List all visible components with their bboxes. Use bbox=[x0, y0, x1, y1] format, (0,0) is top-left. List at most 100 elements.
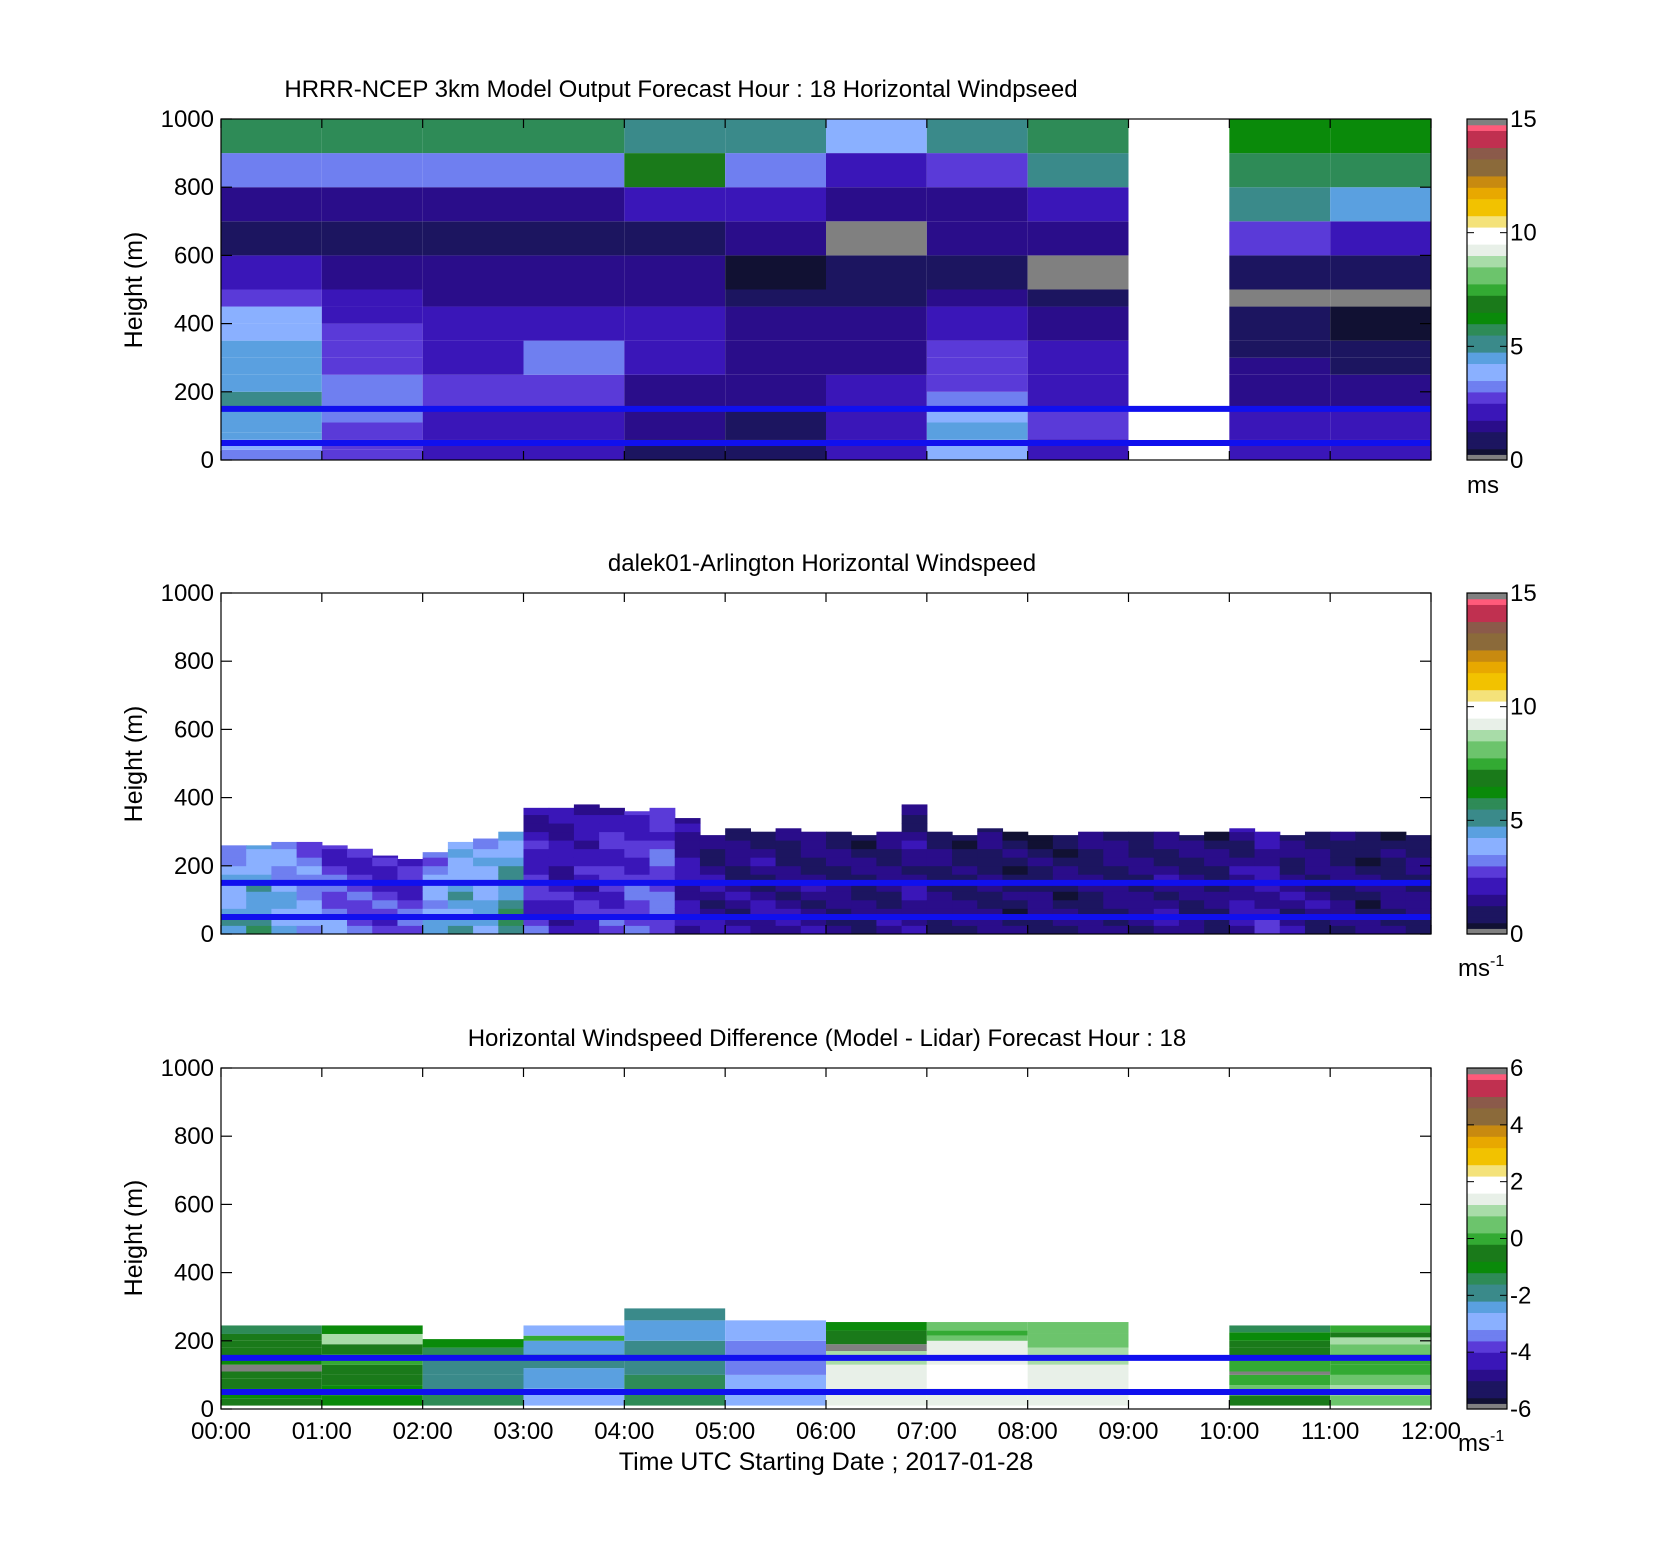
colorbar-swatch bbox=[1467, 1119, 1507, 1126]
heat-cell bbox=[826, 340, 927, 375]
colorbar-swatch bbox=[1467, 661, 1507, 668]
panel-difference: Horizontal Windspeed Difference (Model -… bbox=[120, 1025, 1531, 1476]
heat-cell bbox=[1078, 840, 1104, 850]
colorbar-swatch bbox=[1467, 130, 1507, 137]
heat-cell bbox=[1330, 1374, 1431, 1386]
colorbar-swatch bbox=[1467, 1323, 1507, 1331]
heat-cell bbox=[725, 187, 826, 222]
heat-cell bbox=[1153, 908, 1180, 918]
heat-cell bbox=[1304, 857, 1331, 867]
heat-cell bbox=[826, 1330, 927, 1345]
heat-cell bbox=[926, 153, 1028, 188]
heat-cell bbox=[271, 891, 298, 901]
heat-cell bbox=[1279, 865, 1306, 875]
heat-cell bbox=[599, 823, 625, 833]
heat-cell bbox=[246, 845, 273, 850]
y-tick-label: 800 bbox=[174, 648, 214, 675]
heat-cell bbox=[1380, 891, 1407, 901]
heat-cell bbox=[246, 857, 273, 867]
heat-cell bbox=[826, 899, 852, 909]
heat-cell bbox=[397, 908, 424, 918]
heat-cell bbox=[1002, 925, 1029, 935]
heat-cell bbox=[624, 408, 726, 440]
y-tick-label: 0 bbox=[201, 447, 214, 474]
heat-cell bbox=[221, 408, 322, 423]
colorbar-swatch bbox=[1467, 215, 1507, 222]
heat-cell bbox=[1204, 891, 1230, 901]
heat-cell bbox=[1304, 840, 1331, 850]
heat-cell bbox=[523, 119, 625, 154]
heat-cell bbox=[624, 221, 726, 256]
heat-cell bbox=[800, 848, 827, 858]
heat-cell bbox=[372, 855, 399, 858]
heat-cell bbox=[826, 1344, 927, 1352]
colorbar-swatch bbox=[1467, 627, 1507, 634]
panel-3-ticks: 00:00 01:00 02:00 03:00 04:00 05:00 06:00 07:00… bbox=[161, 1055, 1461, 1445]
heat-cell bbox=[1229, 840, 1256, 850]
heat-cell bbox=[523, 1325, 625, 1336]
colorbar-swatch bbox=[1467, 1289, 1507, 1296]
colorbar-swatch bbox=[1467, 1295, 1507, 1302]
heat-cell bbox=[775, 828, 802, 833]
heat-cell bbox=[674, 899, 701, 909]
colorbar-swatch bbox=[1467, 894, 1507, 901]
cbar-tick-label: -2 bbox=[1510, 1282, 1531, 1309]
heat-cell bbox=[699, 874, 726, 884]
heat-cell bbox=[926, 882, 953, 892]
heat-cell bbox=[1027, 925, 1054, 935]
heat-cell bbox=[321, 882, 348, 892]
heat-cell bbox=[699, 925, 726, 935]
heat-cell bbox=[901, 882, 928, 892]
heat-cell bbox=[1027, 187, 1129, 222]
heat-cell bbox=[1204, 899, 1230, 909]
colorbar-swatch bbox=[1467, 266, 1507, 274]
y-tick-label: 800 bbox=[174, 1123, 214, 1150]
heat-cell bbox=[246, 908, 273, 918]
heat-cell bbox=[523, 831, 550, 841]
heat-cell bbox=[321, 422, 423, 440]
colorbar-swatch bbox=[1467, 1124, 1507, 1132]
heat-cell bbox=[952, 882, 978, 892]
heat-cell bbox=[447, 874, 474, 884]
colorbar-swatch bbox=[1467, 803, 1507, 810]
heat-cell bbox=[221, 848, 247, 858]
heat-cell bbox=[699, 857, 726, 867]
heat-cell bbox=[800, 891, 827, 901]
heat-cell bbox=[1128, 874, 1155, 884]
heat-cell bbox=[1229, 119, 1331, 154]
x-tick-label: 11:00 bbox=[1301, 1418, 1359, 1445]
y-tick-label: 1000 bbox=[161, 1055, 214, 1082]
heat-cell bbox=[599, 908, 625, 918]
heat-cell bbox=[699, 899, 726, 909]
heat-cell bbox=[1229, 221, 1331, 256]
heat-cell bbox=[1027, 874, 1054, 884]
heat-cell bbox=[296, 925, 323, 935]
colorbar-swatch bbox=[1467, 1283, 1507, 1291]
heat-cell bbox=[977, 831, 1004, 841]
heat-cell bbox=[1279, 916, 1306, 926]
heat-cell bbox=[876, 831, 903, 841]
colorbar-swatch bbox=[1467, 289, 1507, 296]
heat-cell bbox=[1027, 1333, 1129, 1348]
heat-cell bbox=[1002, 874, 1029, 884]
heat-cell bbox=[347, 916, 373, 926]
heat-cell bbox=[1153, 891, 1180, 901]
heat-cell bbox=[926, 187, 1028, 222]
colorbar-swatch bbox=[1467, 1193, 1507, 1200]
x-tick-label: 10:00 bbox=[1199, 1418, 1259, 1445]
heat-cell bbox=[1052, 857, 1079, 867]
heat-cell bbox=[548, 916, 575, 926]
heat-cell bbox=[674, 882, 701, 892]
heat-cell bbox=[1304, 891, 1331, 901]
heat-cell bbox=[548, 840, 575, 850]
heat-cell bbox=[1027, 840, 1054, 850]
colorbar-swatch bbox=[1467, 735, 1507, 742]
colorbar-swatch bbox=[1467, 666, 1507, 674]
heat-cell bbox=[901, 823, 928, 833]
heat-cell bbox=[1002, 857, 1029, 867]
heat-cell bbox=[1254, 865, 1281, 875]
heat-cell bbox=[523, 848, 550, 858]
heat-cell bbox=[573, 814, 600, 824]
heat-cell bbox=[473, 874, 499, 884]
colorbar-swatch bbox=[1467, 1238, 1507, 1245]
